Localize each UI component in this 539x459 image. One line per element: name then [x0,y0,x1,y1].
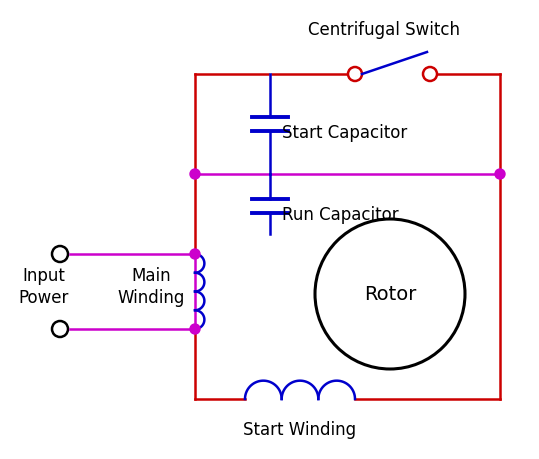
Text: Start Winding: Start Winding [244,420,357,438]
Text: Run Capacitor: Run Capacitor [282,206,399,224]
Circle shape [190,170,200,179]
Text: Rotor: Rotor [364,285,416,304]
Text: Start Capacitor: Start Capacitor [282,124,407,142]
Circle shape [190,249,200,259]
Text: Input
Power: Input Power [19,266,69,307]
Circle shape [190,325,200,334]
Text: Centrifugal Switch: Centrifugal Switch [308,21,460,39]
Text: Main
Winding: Main Winding [118,266,185,307]
Circle shape [495,170,505,179]
